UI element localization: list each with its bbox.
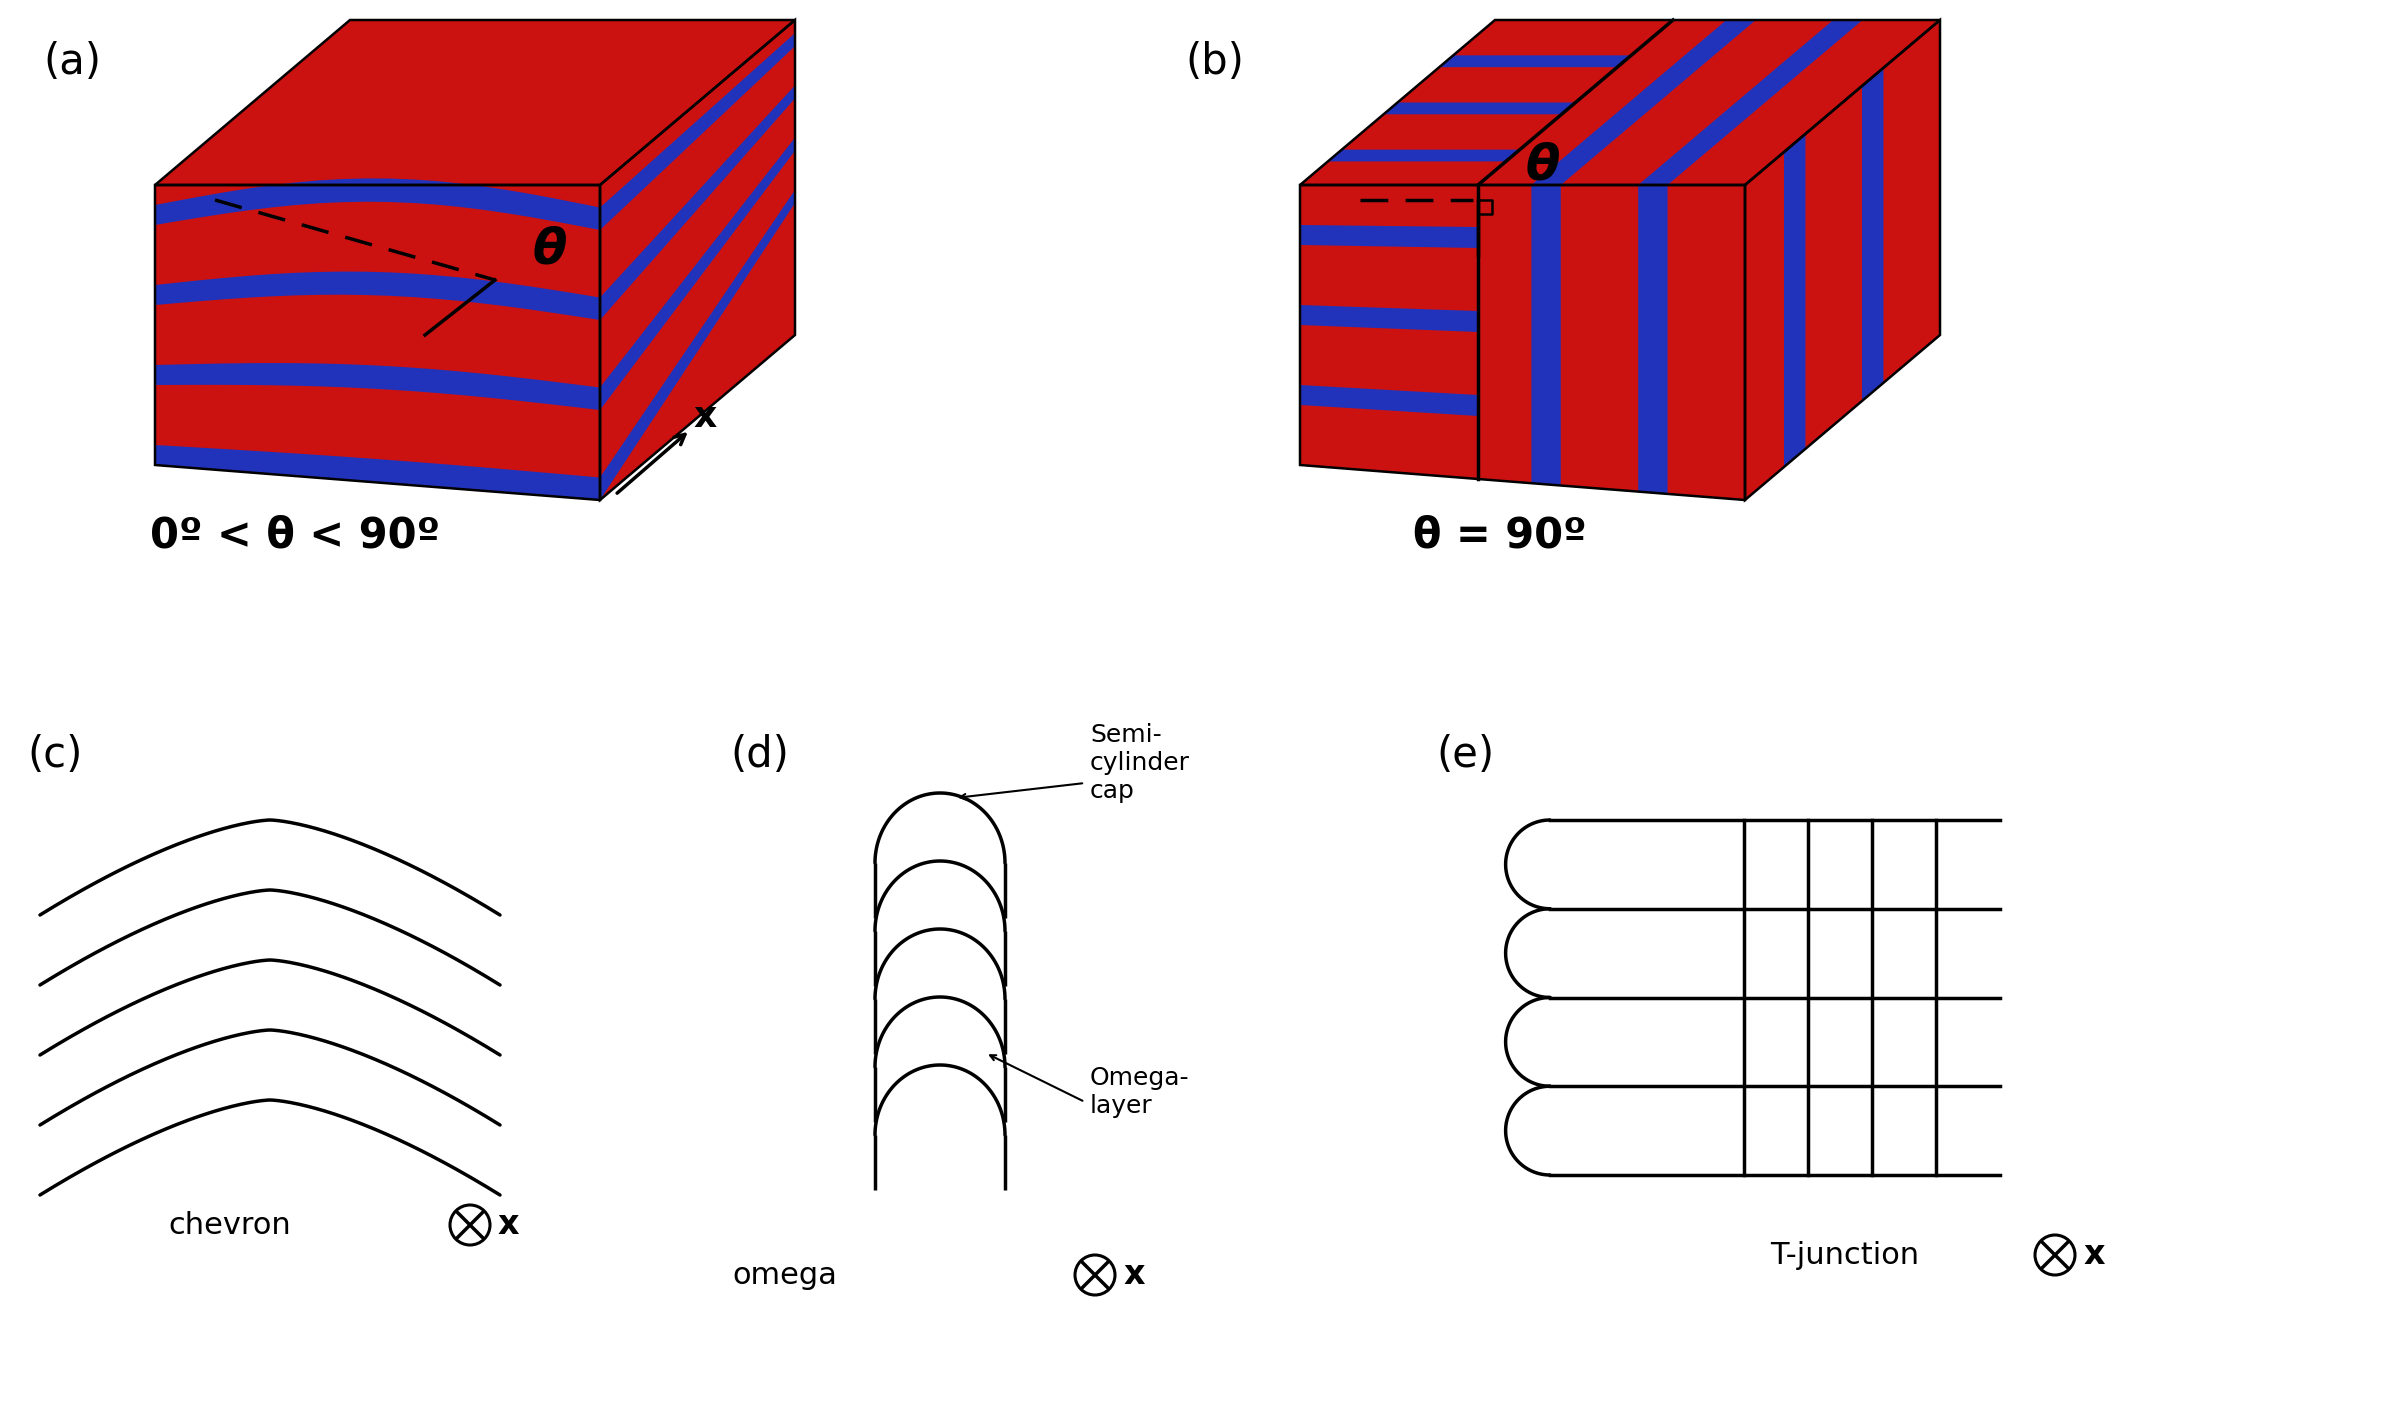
Text: (a): (a) (43, 41, 100, 83)
Text: (c): (c) (26, 734, 83, 777)
Polygon shape (155, 20, 795, 184)
Polygon shape (1300, 305, 1479, 332)
Text: T-junction: T-junction (1771, 1241, 1919, 1269)
Polygon shape (155, 272, 600, 319)
Polygon shape (1300, 184, 1745, 499)
Polygon shape (1531, 20, 1755, 184)
Polygon shape (1383, 103, 1576, 114)
Polygon shape (1638, 184, 1667, 494)
Polygon shape (600, 138, 795, 409)
Text: omega: omega (733, 1261, 838, 1289)
Polygon shape (1862, 68, 1883, 401)
Polygon shape (600, 20, 795, 499)
Text: Semi-
cylinder
cap: Semi- cylinder cap (1090, 723, 1190, 803)
Text: θ: θ (533, 227, 567, 274)
Text: x: x (498, 1209, 519, 1241)
Polygon shape (155, 445, 600, 499)
Polygon shape (600, 86, 795, 319)
Text: (b): (b) (1186, 41, 1245, 83)
Text: (d): (d) (731, 734, 790, 777)
Polygon shape (1300, 20, 1941, 184)
Polygon shape (600, 34, 795, 229)
Text: (e): (e) (1436, 734, 1493, 777)
Polygon shape (1783, 134, 1805, 467)
Text: 0º < θ < 90º: 0º < θ < 90º (150, 514, 440, 556)
Polygon shape (1300, 225, 1479, 248)
Text: x: x (693, 400, 717, 433)
Text: θ = 90º: θ = 90º (1414, 514, 1586, 556)
Text: Omega-
layer: Omega- layer (1090, 1067, 1190, 1119)
Polygon shape (155, 363, 600, 409)
Text: θ: θ (1526, 141, 1560, 189)
Text: x: x (1124, 1258, 1145, 1292)
Polygon shape (1638, 20, 1862, 184)
Polygon shape (155, 179, 600, 229)
Text: x: x (2083, 1238, 2105, 1272)
Polygon shape (1745, 20, 1941, 499)
Polygon shape (1300, 386, 1479, 416)
Polygon shape (155, 184, 600, 499)
Polygon shape (1531, 184, 1562, 485)
Polygon shape (1438, 55, 1631, 68)
Polygon shape (1329, 149, 1519, 162)
Polygon shape (600, 190, 795, 499)
Text: chevron: chevron (169, 1210, 290, 1240)
